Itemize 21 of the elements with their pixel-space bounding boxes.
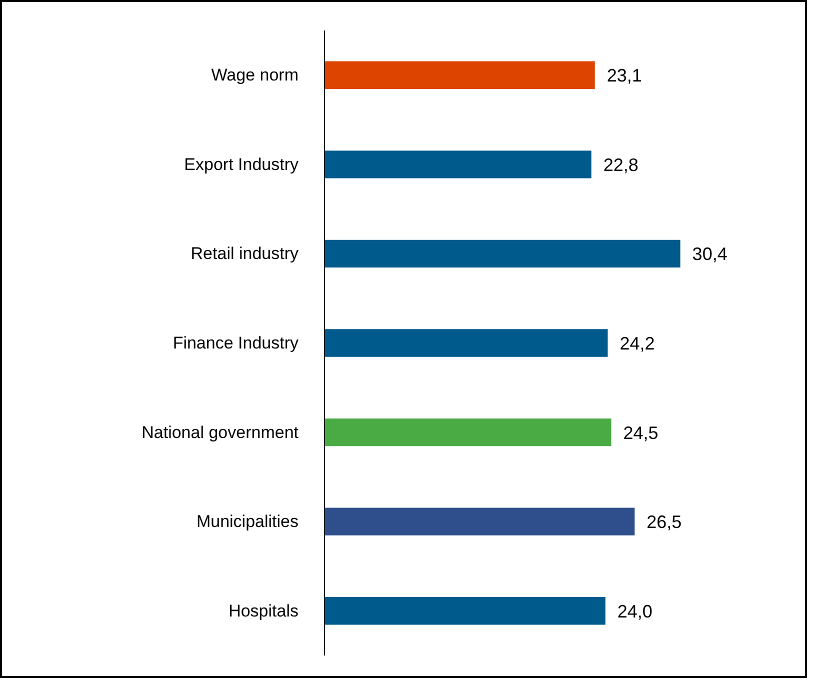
y-tick-label: Export Industry [184, 154, 299, 174]
data-label: 26,5 [646, 512, 682, 532]
y-tick-label: Municipalities [196, 512, 299, 532]
data-label: 24,0 [617, 601, 652, 622]
bar [324, 329, 608, 357]
data-label: 22,8 [603, 154, 638, 175]
y-tick-label: Hospitals [228, 601, 299, 620]
bar [324, 150, 592, 178]
data-label: 23,1 [606, 66, 642, 86]
data-label: 30,4 [692, 244, 728, 264]
y-tick-label: Wage norm [211, 66, 298, 85]
y-tick-label: Retail industry [190, 244, 299, 264]
data-label: 24,5 [623, 422, 658, 443]
data-label: 24,2 [620, 334, 655, 354]
bar [324, 418, 612, 446]
y-tick-label: National government [142, 422, 299, 442]
y-tick-label: Finance Industry [172, 334, 299, 352]
bar [324, 508, 635, 536]
bar [324, 240, 680, 268]
bar [324, 61, 595, 89]
bar [324, 597, 606, 625]
